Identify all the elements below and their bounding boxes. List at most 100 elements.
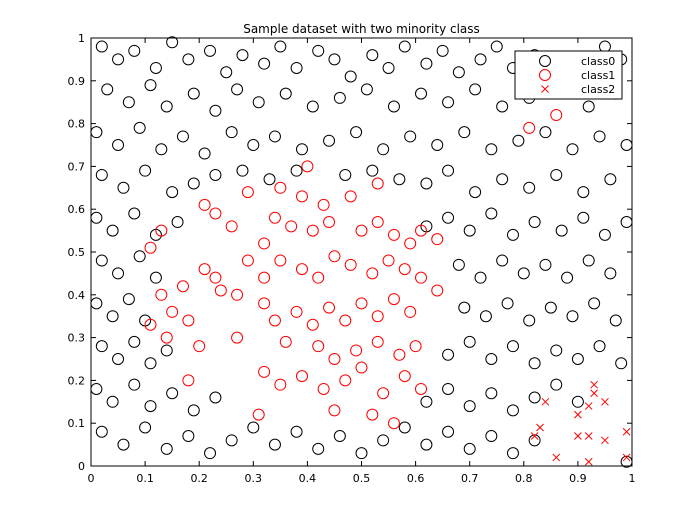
class0-point xyxy=(479,310,492,323)
class1-point xyxy=(241,186,254,199)
class0-point xyxy=(442,382,455,395)
class2-point xyxy=(552,453,561,462)
class1-point xyxy=(144,241,157,254)
class0-point xyxy=(166,36,179,49)
class1-point xyxy=(268,314,281,327)
class0-point xyxy=(279,87,292,100)
class0-point xyxy=(555,224,568,237)
class0-point xyxy=(452,66,465,79)
class0-point xyxy=(398,40,411,53)
class0-point xyxy=(420,438,433,451)
class0-point xyxy=(577,211,590,224)
class1-point xyxy=(193,340,206,353)
class0-point xyxy=(593,340,606,353)
class1-point xyxy=(258,297,271,310)
axes-box xyxy=(90,37,633,467)
class0-point xyxy=(187,177,200,190)
class2-point xyxy=(541,397,550,406)
class1-point xyxy=(295,370,308,383)
class0-point xyxy=(204,447,217,460)
class1-point xyxy=(306,318,319,331)
class0-point xyxy=(366,49,379,62)
class0-point xyxy=(420,395,433,408)
class0-point xyxy=(95,168,108,181)
class1-point xyxy=(312,271,325,284)
class0-point xyxy=(328,53,341,66)
class0-point xyxy=(339,168,352,181)
class1-point xyxy=(160,331,173,344)
class0-point xyxy=(149,271,162,284)
class0-point xyxy=(415,87,428,100)
class0-point xyxy=(496,254,509,267)
class0-point xyxy=(571,395,584,408)
class0-point xyxy=(404,130,417,143)
x-tick-label: 0.2 xyxy=(190,472,208,485)
class1-point xyxy=(355,297,368,310)
class0-point xyxy=(550,168,563,181)
class0-point xyxy=(95,340,108,353)
class0-point xyxy=(469,186,482,199)
class0-point xyxy=(561,271,574,284)
class1-point xyxy=(366,267,379,280)
class0-point xyxy=(523,314,536,327)
class0-point xyxy=(442,211,455,224)
class0-point xyxy=(106,395,119,408)
class2-point xyxy=(536,423,544,432)
class1-point xyxy=(274,254,287,267)
legend-marker-class2 xyxy=(541,85,549,93)
class0-point xyxy=(506,404,519,417)
class1-point xyxy=(144,318,157,331)
class0-point xyxy=(290,61,303,74)
chart-title: Sample dataset with two minority class xyxy=(243,22,480,36)
class0-point xyxy=(442,348,455,361)
class0-point xyxy=(144,357,157,370)
legend-label-class2: class2 xyxy=(581,83,615,96)
class0-point xyxy=(112,353,125,365)
class0-point xyxy=(593,130,606,143)
class0-point xyxy=(166,387,179,400)
class0-point xyxy=(182,53,195,66)
class0-point xyxy=(117,438,130,451)
class1-point xyxy=(155,224,168,237)
x-tick-label: 0.6 xyxy=(407,472,425,485)
class1-point xyxy=(258,237,271,250)
class0-point xyxy=(539,126,552,139)
class0-point xyxy=(458,301,471,314)
class1-point xyxy=(198,263,211,276)
class0-point xyxy=(258,57,271,70)
class0-point xyxy=(149,61,162,74)
class1-point xyxy=(431,233,444,246)
class0-point xyxy=(496,173,509,186)
class1-point xyxy=(285,220,298,233)
class0-point xyxy=(209,104,222,117)
class2-point xyxy=(601,397,609,406)
class1-point xyxy=(279,335,292,348)
class0-point xyxy=(166,186,179,199)
class1-point xyxy=(371,310,384,323)
class1-point xyxy=(328,353,341,365)
class0-point xyxy=(247,421,260,434)
class1-point xyxy=(431,284,444,297)
legend-entry-class0: class0 xyxy=(539,55,615,68)
legend-entry-class2: class2 xyxy=(541,83,615,96)
class0-point xyxy=(139,421,152,434)
y-tick-label: 0.9 xyxy=(68,75,86,88)
class0-point xyxy=(431,139,444,151)
class1-point xyxy=(404,237,417,250)
class0-point xyxy=(485,207,498,220)
class0-point xyxy=(387,100,400,113)
class0-point xyxy=(469,83,482,96)
class0-point xyxy=(615,357,628,370)
class0-point xyxy=(247,139,260,151)
class0-point xyxy=(420,177,433,190)
class0-point xyxy=(506,447,519,460)
class0-point xyxy=(463,442,476,455)
class1-point xyxy=(371,335,384,348)
class0-point xyxy=(463,335,476,348)
x-tick-label: 0 xyxy=(88,472,95,485)
class1-point xyxy=(328,250,341,263)
class2-point xyxy=(622,427,631,436)
x-tick-label: 1 xyxy=(629,472,636,485)
